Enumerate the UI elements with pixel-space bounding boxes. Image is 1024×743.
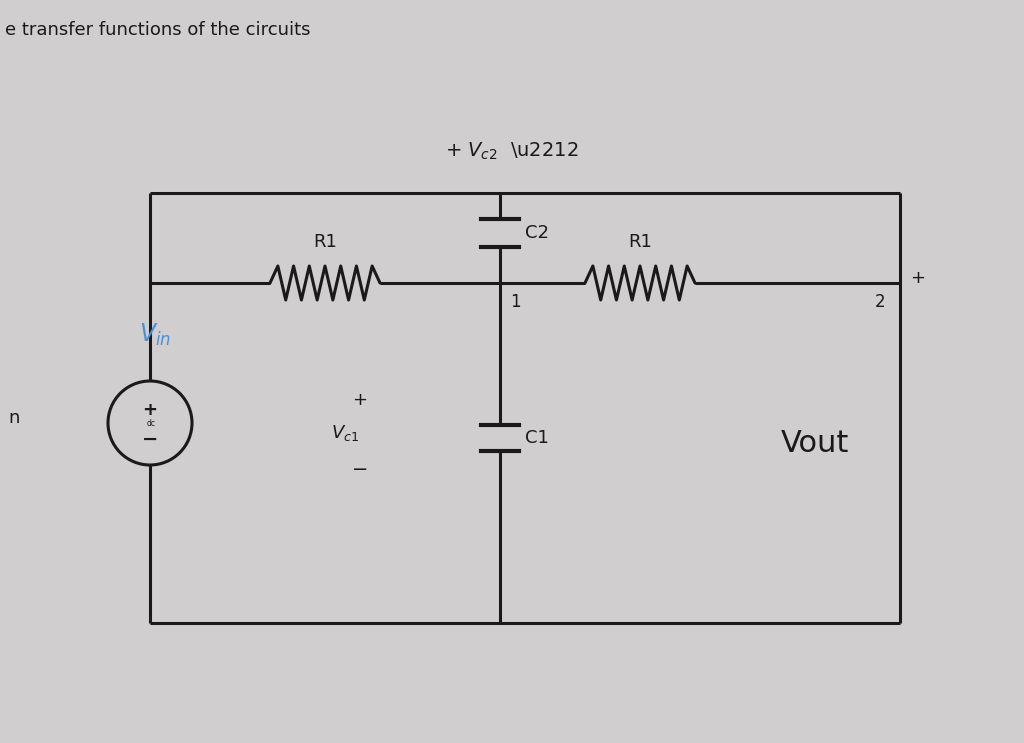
- Text: + $V_{c2}$  \u2212: + $V_{c2}$ \u2212: [445, 140, 579, 162]
- Text: dc: dc: [146, 420, 156, 429]
- Text: n: n: [8, 409, 19, 427]
- Text: −: −: [352, 461, 369, 479]
- Text: 1: 1: [510, 293, 520, 311]
- Text: +: +: [910, 269, 925, 287]
- Text: R1: R1: [313, 233, 337, 251]
- Text: $V_{c1}$: $V_{c1}$: [331, 423, 359, 443]
- Text: e transfer functions of the circuits: e transfer functions of the circuits: [5, 21, 310, 39]
- Text: Vout: Vout: [781, 429, 849, 458]
- Text: C2: C2: [525, 224, 549, 242]
- Text: R1: R1: [628, 233, 652, 251]
- Text: 2: 2: [874, 293, 886, 311]
- Text: $V_{in}$: $V_{in}$: [139, 322, 171, 348]
- Text: +: +: [352, 391, 368, 409]
- Text: +: +: [142, 401, 158, 419]
- Text: C1: C1: [525, 429, 549, 447]
- Text: −: −: [141, 429, 158, 449]
